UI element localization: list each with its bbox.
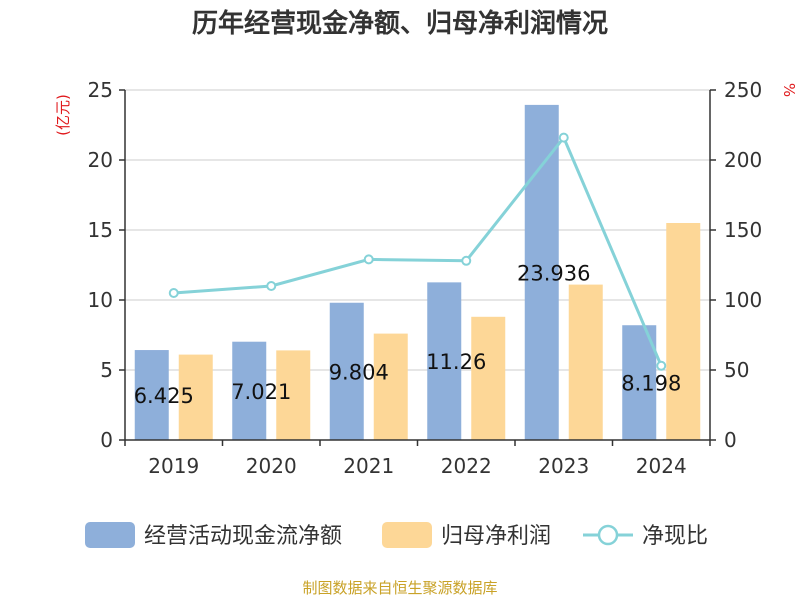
x-tick-label: 2022 (441, 454, 492, 478)
ratio-point (168, 288, 179, 298)
left-tick-label: 5 (100, 358, 113, 382)
right-tick-label: 100 (724, 288, 762, 312)
grid (125, 89, 710, 371)
right-tick-label: 50 (724, 358, 749, 382)
ratio-line-path (173, 134, 663, 367)
ratio-point (558, 132, 569, 143)
legend: 经营活动现金流净额 归母净利润 净现比 (85, 522, 708, 549)
ratio-line (168, 132, 667, 371)
right-axis-unit: % (780, 83, 798, 97)
ratio-point (656, 360, 667, 371)
x-tick-label: 2024 (636, 454, 687, 478)
x-tick-label: 2021 (343, 454, 394, 478)
ratio-point (461, 255, 472, 266)
legend-swatch-cashflow (85, 522, 135, 548)
chart-title: 历年经营现金净额、归母净利润情况 (192, 8, 608, 39)
cashflow-value-label: 6.425 (134, 384, 194, 408)
ratio-point (363, 254, 374, 265)
legend-label-cashflow: 经营活动现金流净额 (144, 524, 342, 549)
x-tick-label: 2019 (148, 454, 199, 478)
left-tick-label: 15 (88, 218, 113, 242)
cashflow-value-label: 11.26 (426, 350, 486, 374)
cashflow-bar (329, 302, 364, 440)
cashflow-bar (427, 282, 462, 440)
cashflow-bar (524, 104, 559, 441)
legend-swatch-ratio-marker (597, 524, 619, 546)
right-tick-label: 150 (724, 218, 762, 242)
cashflow-value-label: 8.198 (621, 372, 681, 396)
x-tick-label: 2023 (538, 454, 589, 478)
right-tick-label: 200 (724, 148, 762, 172)
data-labels: 6.425 7.021 9.804 11.26 23.936 8.198 (134, 261, 682, 408)
cashflow-value-label: 23.936 (517, 261, 590, 285)
legend-label-ratio: 净现比 (642, 524, 708, 549)
cashflow-bar (134, 350, 169, 440)
right-tick-label: 0 (724, 428, 737, 452)
left-tick-label: 0 (100, 428, 113, 452)
net-profit-bar (471, 316, 506, 440)
ratio-point (266, 281, 277, 291)
x-tick-label: 2020 (246, 454, 297, 478)
left-axis-unit: (亿元) (54, 94, 72, 136)
source-note: 制图数据来自恒生聚源数据库 (302, 579, 497, 597)
left-tick-label: 25 (88, 78, 113, 102)
cashflow-value-label: 7.021 (231, 380, 291, 404)
net-profit-bar (568, 284, 603, 440)
legend-swatch-net-profit (382, 522, 432, 548)
right-tick-label: 250 (724, 78, 762, 102)
net-profit-bar (373, 333, 408, 440)
bars (134, 104, 701, 441)
left-tick-label: 20 (88, 148, 113, 172)
net-profit-bar (276, 350, 311, 440)
net-profit-bar (178, 354, 213, 440)
legend-label-net-profit: 归母净利润 (441, 524, 551, 549)
net-profit-bar (666, 223, 701, 440)
cashflow-value-label: 9.804 (329, 360, 389, 384)
cashflow-bar (232, 341, 267, 440)
left-tick-label: 10 (88, 288, 113, 312)
